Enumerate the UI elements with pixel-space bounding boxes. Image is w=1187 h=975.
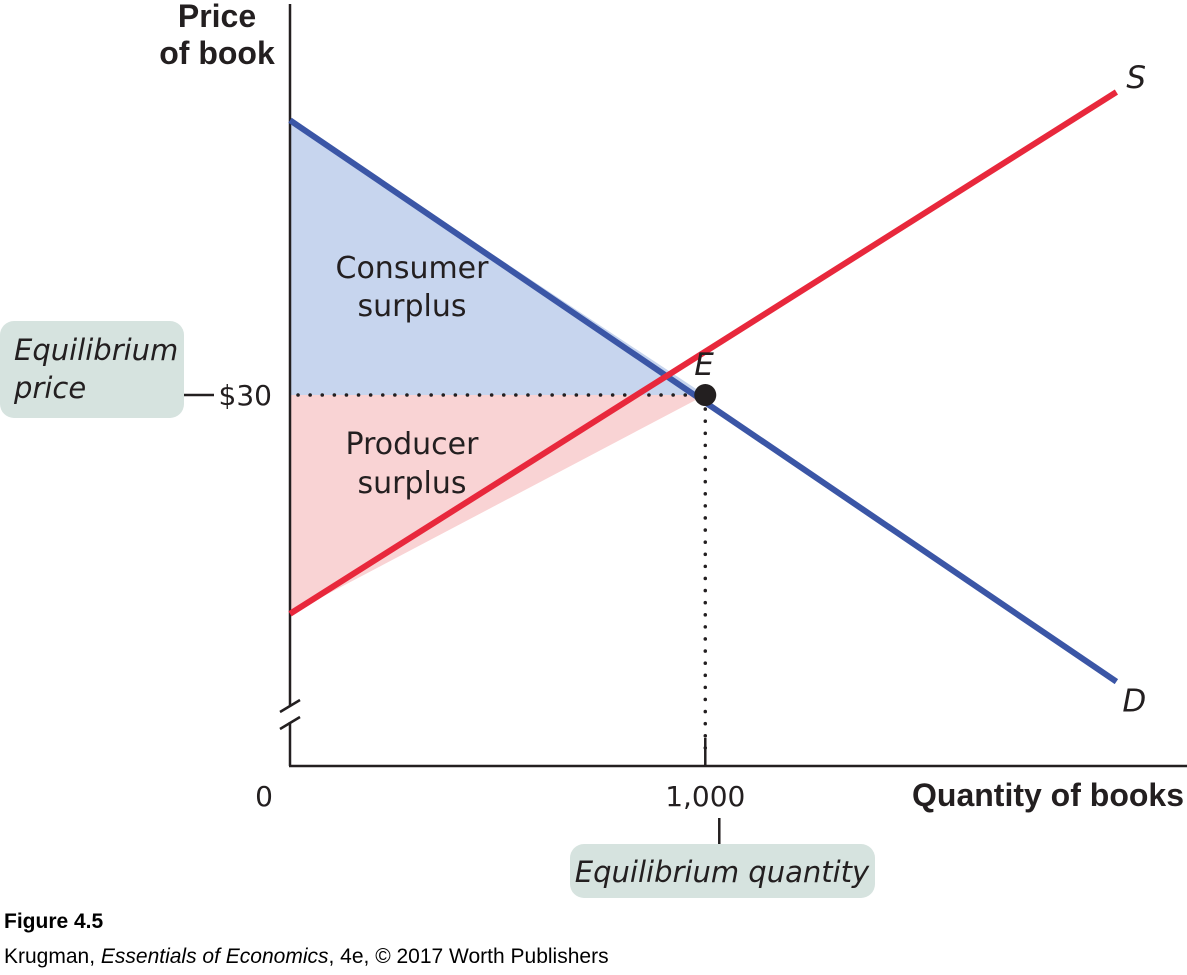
equilibrium-price-callout-line2: price bbox=[13, 371, 86, 405]
supply-label: S bbox=[1126, 60, 1146, 96]
equilibrium-quantity-callout bbox=[570, 844, 875, 898]
consumer-surplus-area bbox=[290, 120, 706, 396]
equilibrium-label: E bbox=[694, 347, 714, 383]
producer-surplus-label-line1: Producer bbox=[346, 427, 480, 462]
equilibrium-price-callout-line1: Equilibrium bbox=[14, 333, 178, 367]
credit-author: Krugman, bbox=[4, 945, 96, 968]
axis-break-mark bbox=[279, 698, 301, 731]
producer-surplus-area bbox=[290, 395, 706, 614]
equilibrium-quantity-callout-text: Equilibrium quantity bbox=[575, 855, 870, 889]
y-axis-title-line2: of book bbox=[159, 35, 275, 71]
demand-label: D bbox=[1122, 684, 1146, 720]
consumer-surplus-label-line2: surplus bbox=[358, 289, 467, 324]
equilibrium-point bbox=[694, 384, 717, 407]
figure-number: Figure 4.5 bbox=[4, 910, 104, 933]
credit-book-title: Essentials of Economics bbox=[100, 945, 329, 968]
figure-credit: Krugman, Essentials of Economics, 4e, © … bbox=[4, 945, 609, 969]
credit-edition: , 4e, © 2017 Worth Publishers bbox=[328, 945, 609, 968]
producer-surplus-label-line2: surplus bbox=[358, 466, 467, 501]
y-tick-label-30: $30 bbox=[219, 379, 272, 412]
consumer-surplus-label-line1: Consumer bbox=[336, 251, 490, 286]
x-axis-title: Quantity of books bbox=[912, 777, 1184, 813]
equilibrium-price-callout bbox=[0, 321, 184, 418]
supply-curve bbox=[288, 89, 1119, 617]
origin-label: 0 bbox=[255, 780, 273, 813]
y-axis-title-line1: Price bbox=[178, 0, 256, 34]
surplus-chart: E S D Consumer surplus Producer surplus … bbox=[0, 0, 1187, 898]
x-tick-label-1000: 1,000 bbox=[665, 780, 745, 813]
